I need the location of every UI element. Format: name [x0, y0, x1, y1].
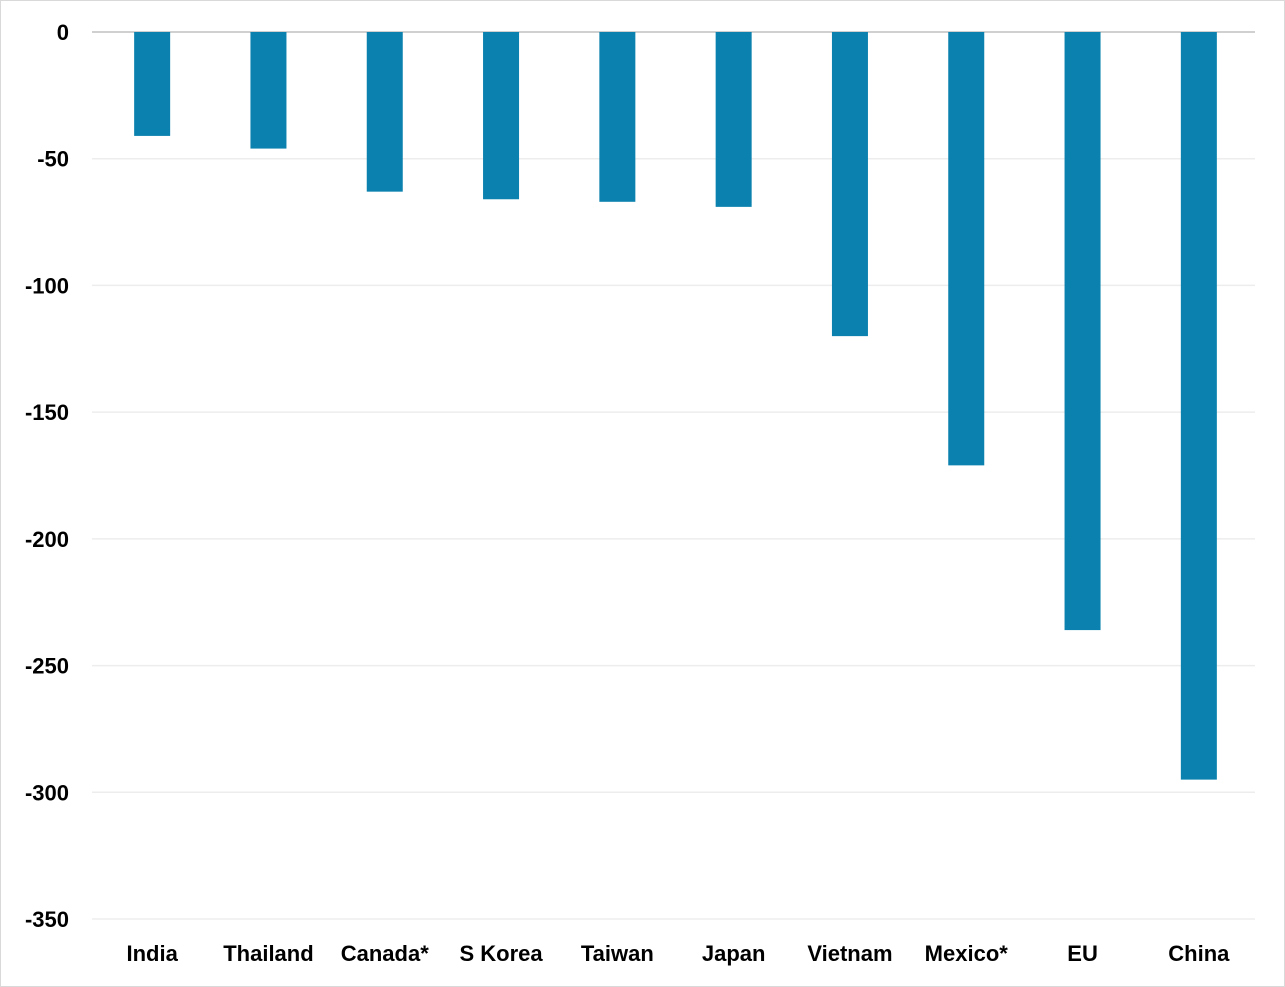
bar-vietnam — [831, 32, 868, 337]
x-axis-category-labels: India Thailand Canada* S Korea Taiwan Japan Vi… — [126, 941, 1230, 966]
bar-s-korea — [483, 32, 520, 200]
bar-canada — [366, 32, 403, 192]
y-tick-label: -350 — [25, 907, 69, 932]
bar-eu — [1064, 32, 1101, 631]
bar-china — [1180, 32, 1217, 780]
y-tick-label: -250 — [25, 654, 69, 679]
x-category-label: Thailand — [223, 941, 313, 966]
bar-taiwan — [599, 32, 636, 202]
y-tick-label: -50 — [37, 147, 69, 172]
y-tick-label: -300 — [25, 780, 69, 805]
y-tick-label: 0 — [57, 20, 69, 45]
x-category-label: Taiwan — [581, 941, 654, 966]
y-tick-label: -150 — [25, 400, 69, 425]
bar-india — [134, 32, 171, 136]
x-category-label: Canada* — [341, 941, 429, 966]
x-category-label: China — [1168, 941, 1230, 966]
x-category-label: Japan — [702, 941, 766, 966]
x-category-label: Vietnam — [807, 941, 892, 966]
bar-japan — [715, 32, 752, 207]
gridlines — [92, 31, 1255, 920]
x-category-label: S Korea — [459, 941, 543, 966]
bar-thailand — [250, 32, 287, 149]
bar-mexico — [948, 32, 985, 466]
x-category-label: India — [126, 941, 178, 966]
x-category-label: Mexico* — [925, 941, 1009, 966]
y-tick-label: -100 — [25, 273, 69, 298]
x-category-label: EU — [1067, 941, 1098, 966]
y-tick-label: -200 — [25, 527, 69, 552]
bars — [134, 32, 1217, 780]
y-axis-tick-labels: 0 -50 -100 -150 -200 -250 -300 -350 — [25, 20, 69, 932]
